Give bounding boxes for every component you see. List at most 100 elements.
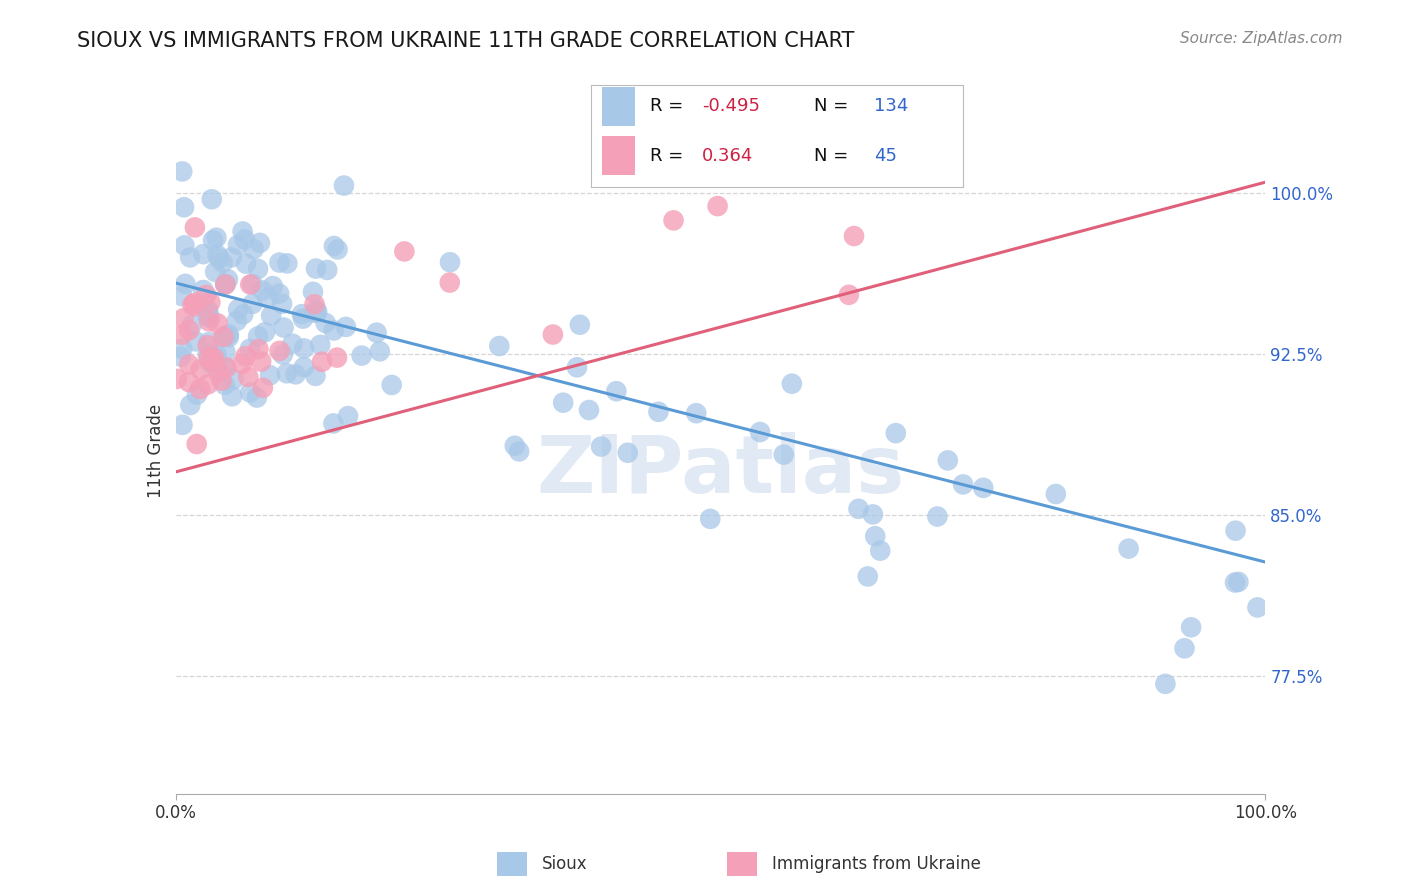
Text: 0.364: 0.364 [703, 146, 754, 164]
FancyBboxPatch shape [602, 136, 636, 175]
Point [772, 448, 794, 462]
Point [249, 235, 271, 250]
Text: R =: R = [650, 97, 683, 115]
Point [205, 360, 228, 375]
Point [292, 311, 315, 326]
Point [616, 446, 638, 460]
Point [309, 338, 332, 352]
Point [198, 311, 221, 326]
Point [215, 360, 238, 375]
Text: ZIPatlas: ZIPatlas [537, 432, 904, 510]
Point [368, 344, 391, 359]
Point [181, 298, 204, 312]
Point [172, 289, 194, 303]
Point [568, 318, 591, 332]
Point [197, 351, 219, 365]
Point [862, 508, 884, 522]
Text: Sioux: Sioux [541, 855, 588, 873]
Point [565, 360, 588, 375]
Point [842, 229, 865, 244]
Point [1227, 574, 1250, 589]
Point [281, 336, 304, 351]
Point [239, 342, 262, 356]
Point [322, 417, 344, 431]
Point [256, 291, 278, 305]
Point [204, 265, 226, 279]
Y-axis label: 11th Grade: 11th Grade [146, 403, 165, 498]
Point [952, 477, 974, 491]
Point [166, 372, 188, 386]
Point [247, 342, 270, 356]
Point [235, 349, 257, 363]
Point [173, 311, 195, 326]
Point [212, 359, 235, 374]
Point [231, 357, 253, 371]
Point [179, 251, 201, 265]
Point [232, 307, 254, 321]
Point [1223, 575, 1246, 590]
Point [226, 238, 249, 252]
Point [936, 453, 959, 467]
Point [927, 509, 949, 524]
Text: 45: 45 [873, 146, 897, 164]
Point [170, 327, 193, 342]
Point [848, 501, 870, 516]
Point [198, 314, 221, 328]
Point [214, 277, 236, 291]
Point [292, 360, 315, 375]
Point [242, 277, 264, 291]
Point [186, 388, 208, 402]
Point [252, 284, 274, 298]
Point [291, 307, 314, 321]
Point [200, 295, 222, 310]
Point [225, 314, 247, 328]
Point [239, 385, 262, 400]
Text: N =: N = [814, 97, 848, 115]
Point [972, 481, 994, 495]
Point [190, 362, 212, 376]
Point [302, 285, 325, 299]
Point [252, 381, 274, 395]
Point [863, 529, 886, 543]
Point [205, 230, 228, 244]
Point [222, 372, 245, 386]
Point [699, 512, 721, 526]
Point [183, 296, 205, 310]
Point [394, 244, 416, 259]
Point [685, 406, 707, 420]
Point [247, 261, 270, 276]
Point [198, 356, 221, 370]
Point [439, 255, 461, 269]
Point [242, 242, 264, 256]
Point [242, 297, 264, 311]
Point [208, 252, 231, 266]
Point [184, 334, 207, 349]
Point [439, 276, 461, 290]
Point [508, 444, 530, 458]
Point [218, 327, 240, 342]
Point [1180, 620, 1202, 634]
Point [304, 297, 326, 311]
Point [186, 437, 208, 451]
Point [706, 199, 728, 213]
Point [269, 343, 291, 358]
Point [1154, 677, 1177, 691]
Point [170, 350, 193, 364]
Point [177, 375, 200, 389]
Point [202, 233, 225, 247]
Point [211, 256, 233, 270]
Point [322, 239, 344, 253]
Point [273, 320, 295, 334]
Point [238, 370, 260, 384]
Point [326, 351, 349, 365]
Point [350, 349, 373, 363]
Point [205, 348, 228, 362]
Point [276, 256, 298, 270]
Point [1118, 541, 1140, 556]
Text: 134: 134 [873, 97, 908, 115]
Point [193, 283, 215, 297]
Point [197, 347, 219, 361]
Point [232, 224, 254, 238]
Point [337, 409, 360, 424]
Point [276, 366, 298, 380]
